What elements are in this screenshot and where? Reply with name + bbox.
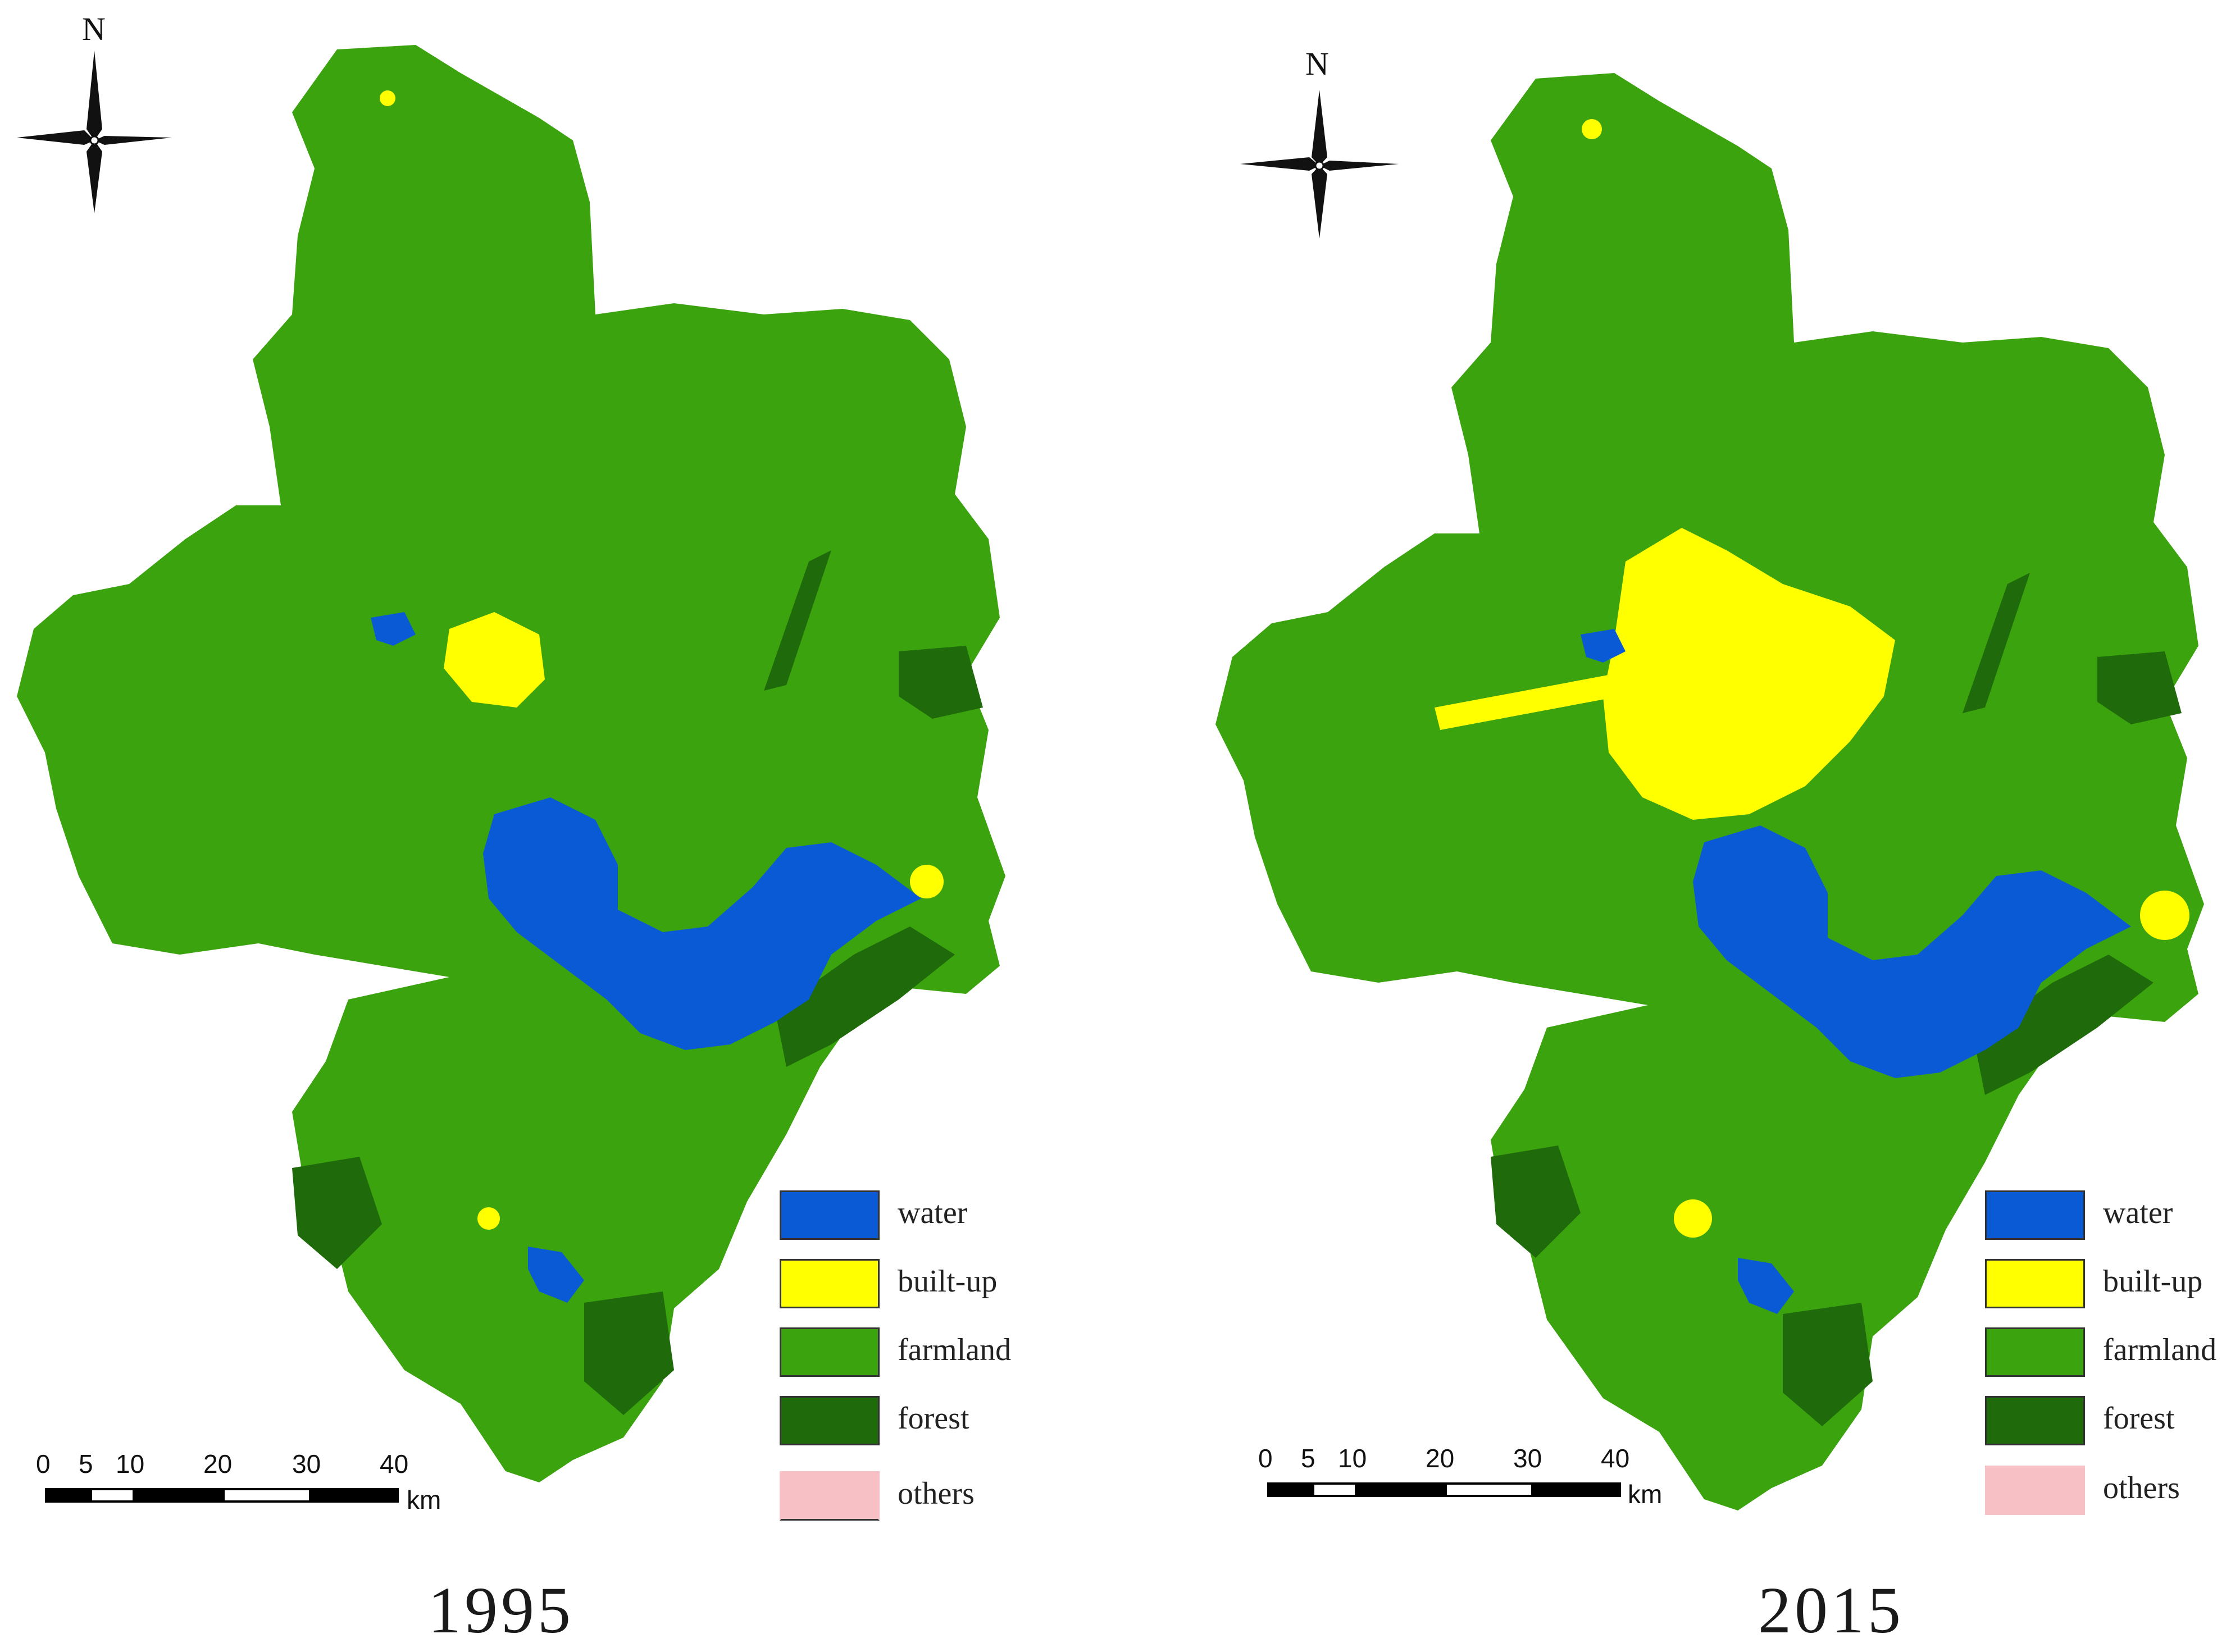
- legend-item-others: others: [780, 1471, 1094, 1523]
- region-farmland-1995: [17, 45, 1005, 1482]
- lake-main-1995: [483, 797, 921, 1050]
- scale-unit: km: [1628, 1480, 1663, 1509]
- legend-label: forest: [898, 1401, 969, 1436]
- lake-main-2015: [1693, 825, 2131, 1078]
- builtup-town-east-2015: [2140, 891, 2189, 940]
- legend-item-farmland: farmland: [780, 1327, 1094, 1379]
- forest-patch-southwest-1995: [292, 1157, 382, 1269]
- year-label-2015: 2015: [1758, 1573, 1904, 1647]
- scale-tick-10: 10: [116, 1449, 145, 1478]
- lake-small-north-2015: [1581, 629, 1626, 663]
- legend-swatch: [1985, 1466, 2085, 1515]
- scale-tick-30: 30: [292, 1449, 321, 1478]
- legend-swatch: [1985, 1259, 2085, 1308]
- legend-swatch: [1985, 1327, 2085, 1377]
- legend-swatch: [780, 1259, 880, 1308]
- legend-item-others: others: [1985, 1466, 2240, 1517]
- scale-segment: [1312, 1482, 1357, 1497]
- lake-small-south-1995: [528, 1247, 584, 1303]
- scale-segment: [1267, 1482, 1313, 1497]
- scale-segment: [1532, 1482, 1621, 1497]
- builtup-city-1995: [444, 612, 545, 708]
- scale-unit: km: [407, 1485, 441, 1514]
- builtup-town-south-2015: [1674, 1199, 1712, 1238]
- builtup-town-east-1995: [910, 865, 944, 898]
- north-label: N: [82, 11, 106, 47]
- scale-segment: [90, 1488, 135, 1503]
- year-label-1995: 1995: [428, 1573, 574, 1647]
- legend-item-water: water: [1985, 1190, 2240, 1242]
- scale-segment: [134, 1488, 224, 1503]
- legend-label: water: [2103, 1195, 2173, 1230]
- legend-swatch: [1985, 1396, 2085, 1445]
- north-label: N: [1305, 45, 1329, 82]
- scale-tick-10: 10: [1338, 1444, 1367, 1473]
- legend-swatch: [780, 1471, 880, 1521]
- scale-tick-30: 30: [1513, 1444, 1542, 1473]
- legend-label: forest: [2103, 1401, 2175, 1436]
- scale-tick-0: 0: [1258, 1444, 1273, 1473]
- lake-small-north-1995: [371, 612, 416, 646]
- legend-item-water: water: [780, 1190, 1094, 1242]
- legend-label: farmland: [898, 1332, 1012, 1367]
- scale-tick-40: 40: [1601, 1444, 1630, 1473]
- land-use-map-2015: [1215, 73, 2204, 1510]
- forest-patch-southwest-2015: [1491, 1146, 1581, 1258]
- builtup-town-south-1995: [477, 1207, 500, 1230]
- map-panel-1995: N 0 5 10 20 30 40 km water built-up farm…: [17, 11, 1094, 1647]
- legend-label: others: [898, 1476, 975, 1511]
- legend-item-built-up: built-up: [780, 1259, 1094, 1311]
- forest-patch-lakeshore-2015: [1974, 955, 2154, 1095]
- legend-item-forest: forest: [1985, 1396, 2240, 1448]
- legend-swatch: [1985, 1190, 2085, 1240]
- scale-segment: [1356, 1482, 1446, 1497]
- legend-swatch: [780, 1190, 880, 1240]
- legend-item-forest: forest: [780, 1396, 1094, 1448]
- scale-tick-20: 20: [203, 1449, 233, 1478]
- north-arrow-icon: [17, 51, 172, 213]
- scale-segment: [45, 1488, 91, 1503]
- forest-patch-south-2015: [1783, 1303, 1873, 1426]
- builtup-town-north-2015: [1582, 119, 1602, 139]
- map-panel-2015: N 0 5 10 20 30 40 km water built-up farm…: [1120, 0, 2240, 1652]
- legend-item-farmland: farmland: [1985, 1327, 2240, 1379]
- legend-label: farmland: [2103, 1332, 2217, 1367]
- scale-tick-20: 20: [1426, 1444, 1455, 1473]
- builtup-corridor-2015: [1435, 674, 1620, 730]
- builtup-town-north-1995: [380, 90, 395, 106]
- forest-strip-2015: [1963, 573, 2030, 713]
- scale-segment: [222, 1488, 311, 1503]
- builtup-city-2015: [1603, 528, 1895, 820]
- legend-item-built-up: built-up: [1985, 1259, 2240, 1311]
- scale-tick-5: 5: [79, 1449, 93, 1478]
- scale-segment: [1445, 1482, 1533, 1497]
- legend-swatch: [780, 1327, 880, 1377]
- scale-tick-5: 5: [1301, 1444, 1315, 1473]
- legend-label: built-up: [898, 1264, 998, 1299]
- legend-label: others: [2103, 1471, 2180, 1505]
- scale-tick-0: 0: [36, 1449, 51, 1478]
- forest-patch-south-1995: [584, 1292, 674, 1415]
- legend-label: built-up: [2103, 1264, 2203, 1299]
- forest-strip-1995: [764, 550, 831, 691]
- lake-small-south-2015: [1738, 1258, 1794, 1314]
- scale-segment: [310, 1488, 399, 1503]
- legend-label: water: [898, 1195, 968, 1230]
- north-arrow-icon: [1240, 90, 1399, 239]
- forest-patch-east-1995: [899, 646, 983, 719]
- forest-patch-east-2015: [2097, 651, 2182, 724]
- scale-tick-40: 40: [380, 1449, 409, 1478]
- land-use-map-1995: [17, 45, 1005, 1482]
- legend-swatch: [780, 1396, 880, 1445]
- forest-patch-lakeshore-1995: [775, 927, 955, 1067]
